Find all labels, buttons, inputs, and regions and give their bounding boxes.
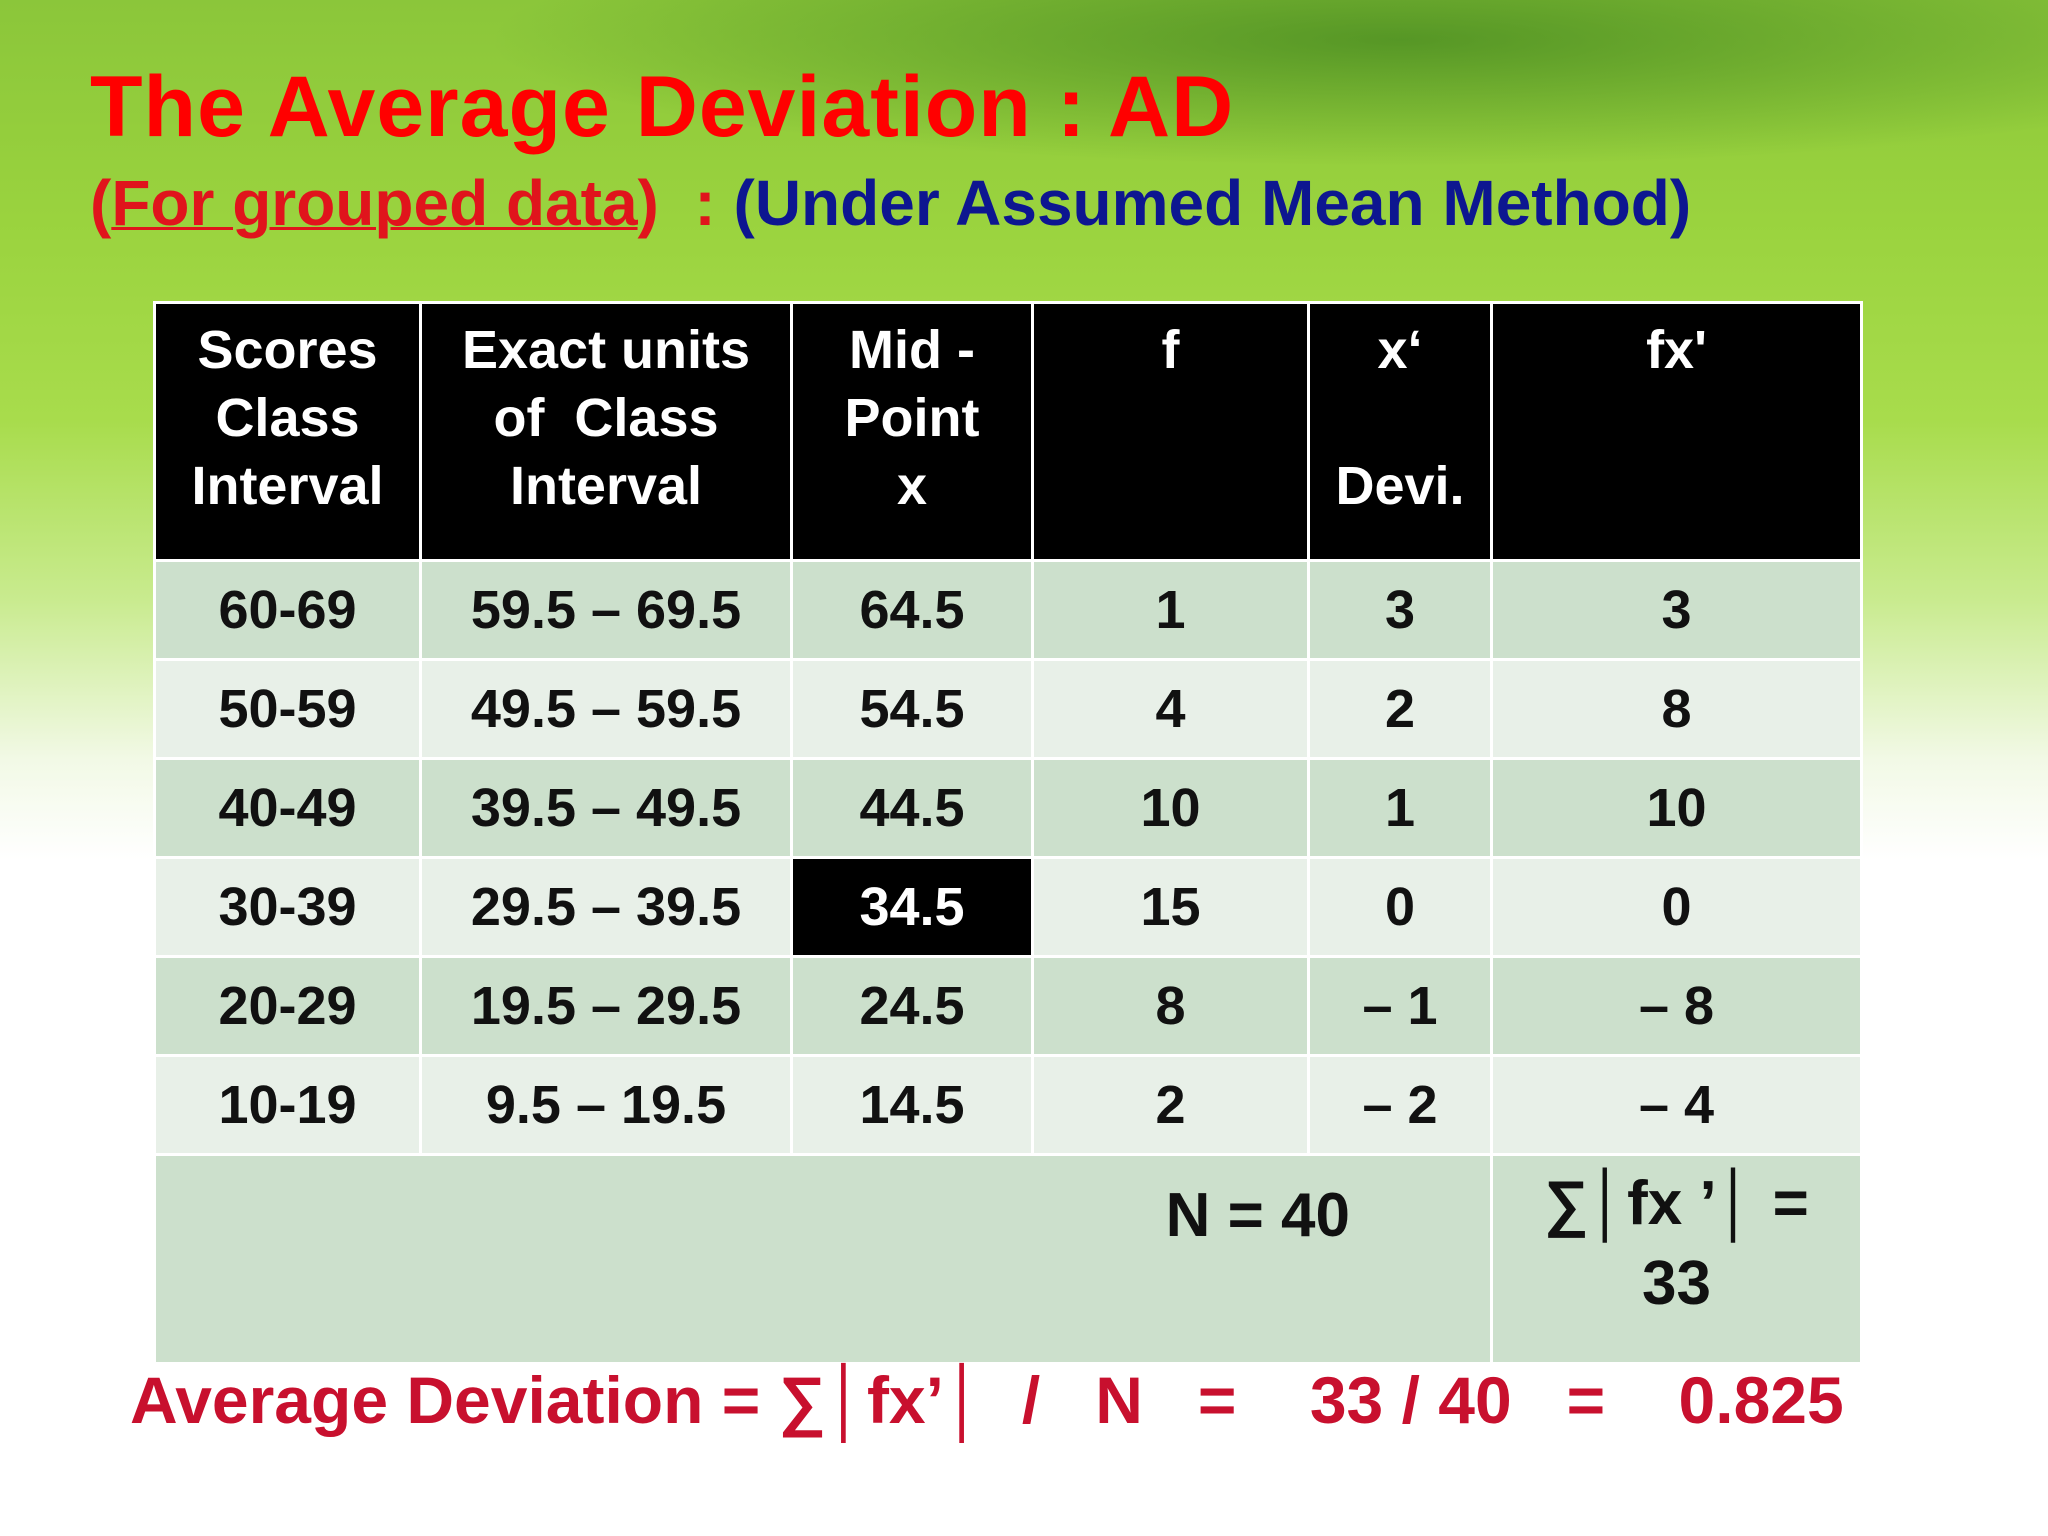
cell-deviation: – 2 [1307,1054,1493,1156]
cell-mid-point: 64.5 [790,559,1034,661]
cell-mid-point-assumed-mean: 34.5 [790,856,1034,958]
table-row: 50-59 49.5 – 59.5 54.5 4 2 8 [153,658,1863,760]
header-line: Point [844,388,980,448]
header-mid-point: Mid - Point x [790,301,1034,562]
table-row: 30-39 29.5 – 39.5 34.5 15 0 0 [153,856,1863,958]
table-header-row: Scores Class Interval Exact units of Cla… [153,301,1863,562]
cell-mid-point: 24.5 [790,955,1034,1057]
subtitle-close-paren: ) [637,167,659,239]
header-exact-units: Exact units of Class Interval [419,301,793,562]
cell-deviation: 0 [1307,856,1493,958]
header-line: f [1161,320,1180,380]
cell-deviation: – 1 [1307,955,1493,1057]
cell-exact-units: 29.5 – 39.5 [419,856,793,958]
subtitle-method: (Under Assumed Mean Method) [733,167,1692,239]
cell-frequency: 10 [1031,757,1310,859]
header-line: Scores [197,320,378,380]
subtitle-grouped-data: For grouped data [111,167,638,239]
cell-frequency: 15 [1031,856,1310,958]
header-deviation: x‘ Devi. [1307,301,1493,562]
cell-class-interval: 50-59 [153,658,422,760]
frequency-table: Scores Class Interval Exact units of Cla… [153,301,1863,1365]
cell-class-interval: 10-19 [153,1054,422,1156]
header-line: Interval [191,456,384,516]
header-line [1310,384,1490,452]
header-fx: fx' [1490,301,1863,562]
slide-title: The Average Deviation : AD [90,59,1235,155]
total-sum-abs-fx: ∑│fx ’│ = 33 [1490,1153,1863,1365]
cell-exact-units: 39.5 – 49.5 [419,757,793,859]
table-row: 60-69 59.5 – 69.5 64.5 1 3 3 [153,559,1863,661]
total-sum-label: ∑│fx ’│ = [1544,1169,1809,1238]
total-n: N = 40 [153,1153,1493,1365]
cell-fx: – 8 [1490,955,1863,1057]
header-scores-class-interval: Scores Class Interval [153,301,422,562]
total-sum-value: 33 [1642,1249,1711,1318]
table-row: 40-49 39.5 – 49.5 44.5 10 1 10 [153,757,1863,859]
header-line: fx' [1646,320,1707,380]
header-frequency: f [1031,301,1310,562]
cell-exact-units: 59.5 – 69.5 [419,559,793,661]
cell-deviation: 3 [1307,559,1493,661]
cell-mid-point: 14.5 [790,1054,1034,1156]
cell-exact-units: 19.5 – 29.5 [419,955,793,1057]
cell-fx: – 4 [1490,1054,1863,1156]
cell-frequency: 2 [1031,1054,1310,1156]
header-line: x [896,456,928,516]
cell-frequency: 1 [1031,559,1310,661]
header-line: Exact units [461,320,751,380]
cell-deviation: 1 [1307,757,1493,859]
header-line: x‘ [1377,320,1423,380]
cell-frequency: 4 [1031,658,1310,760]
cell-fx: 10 [1490,757,1863,859]
cell-fx: 3 [1490,559,1863,661]
subtitle-separator: : [658,167,734,239]
header-line: Interval [509,456,703,516]
cell-fx: 8 [1490,658,1863,760]
header-line: Devi. [1335,456,1465,516]
subtitle-open-paren: ( [90,167,112,239]
cell-class-interval: 40-49 [153,757,422,859]
header-line: Class [215,388,360,448]
cell-mid-point: 44.5 [790,757,1034,859]
cell-class-interval: 60-69 [153,559,422,661]
cell-mid-point: 54.5 [790,658,1034,760]
header-line: of Class [493,388,719,448]
cell-fx: 0 [1490,856,1863,958]
cell-class-interval: 30-39 [153,856,422,958]
cell-class-interval: 20-29 [153,955,422,1057]
slide-subtitle: (For grouped data) : (Under Assumed Mean… [90,166,1691,240]
cell-deviation: 2 [1307,658,1493,760]
header-line: Mid - [849,320,975,380]
table-row: 10-19 9.5 – 19.5 14.5 2 – 2 – 4 [153,1054,1863,1156]
cell-exact-units: 49.5 – 59.5 [419,658,793,760]
table-row: 20-29 19.5 – 29.5 24.5 8 – 1 – 8 [153,955,1863,1057]
cell-frequency: 8 [1031,955,1310,1057]
cell-exact-units: 9.5 – 19.5 [419,1054,793,1156]
totals-row: N = 40 ∑│fx ’│ = 33 [153,1153,1863,1365]
average-deviation-formula: Average Deviation = ∑│fx’│ / N = 33 / 40… [130,1363,1844,1437]
